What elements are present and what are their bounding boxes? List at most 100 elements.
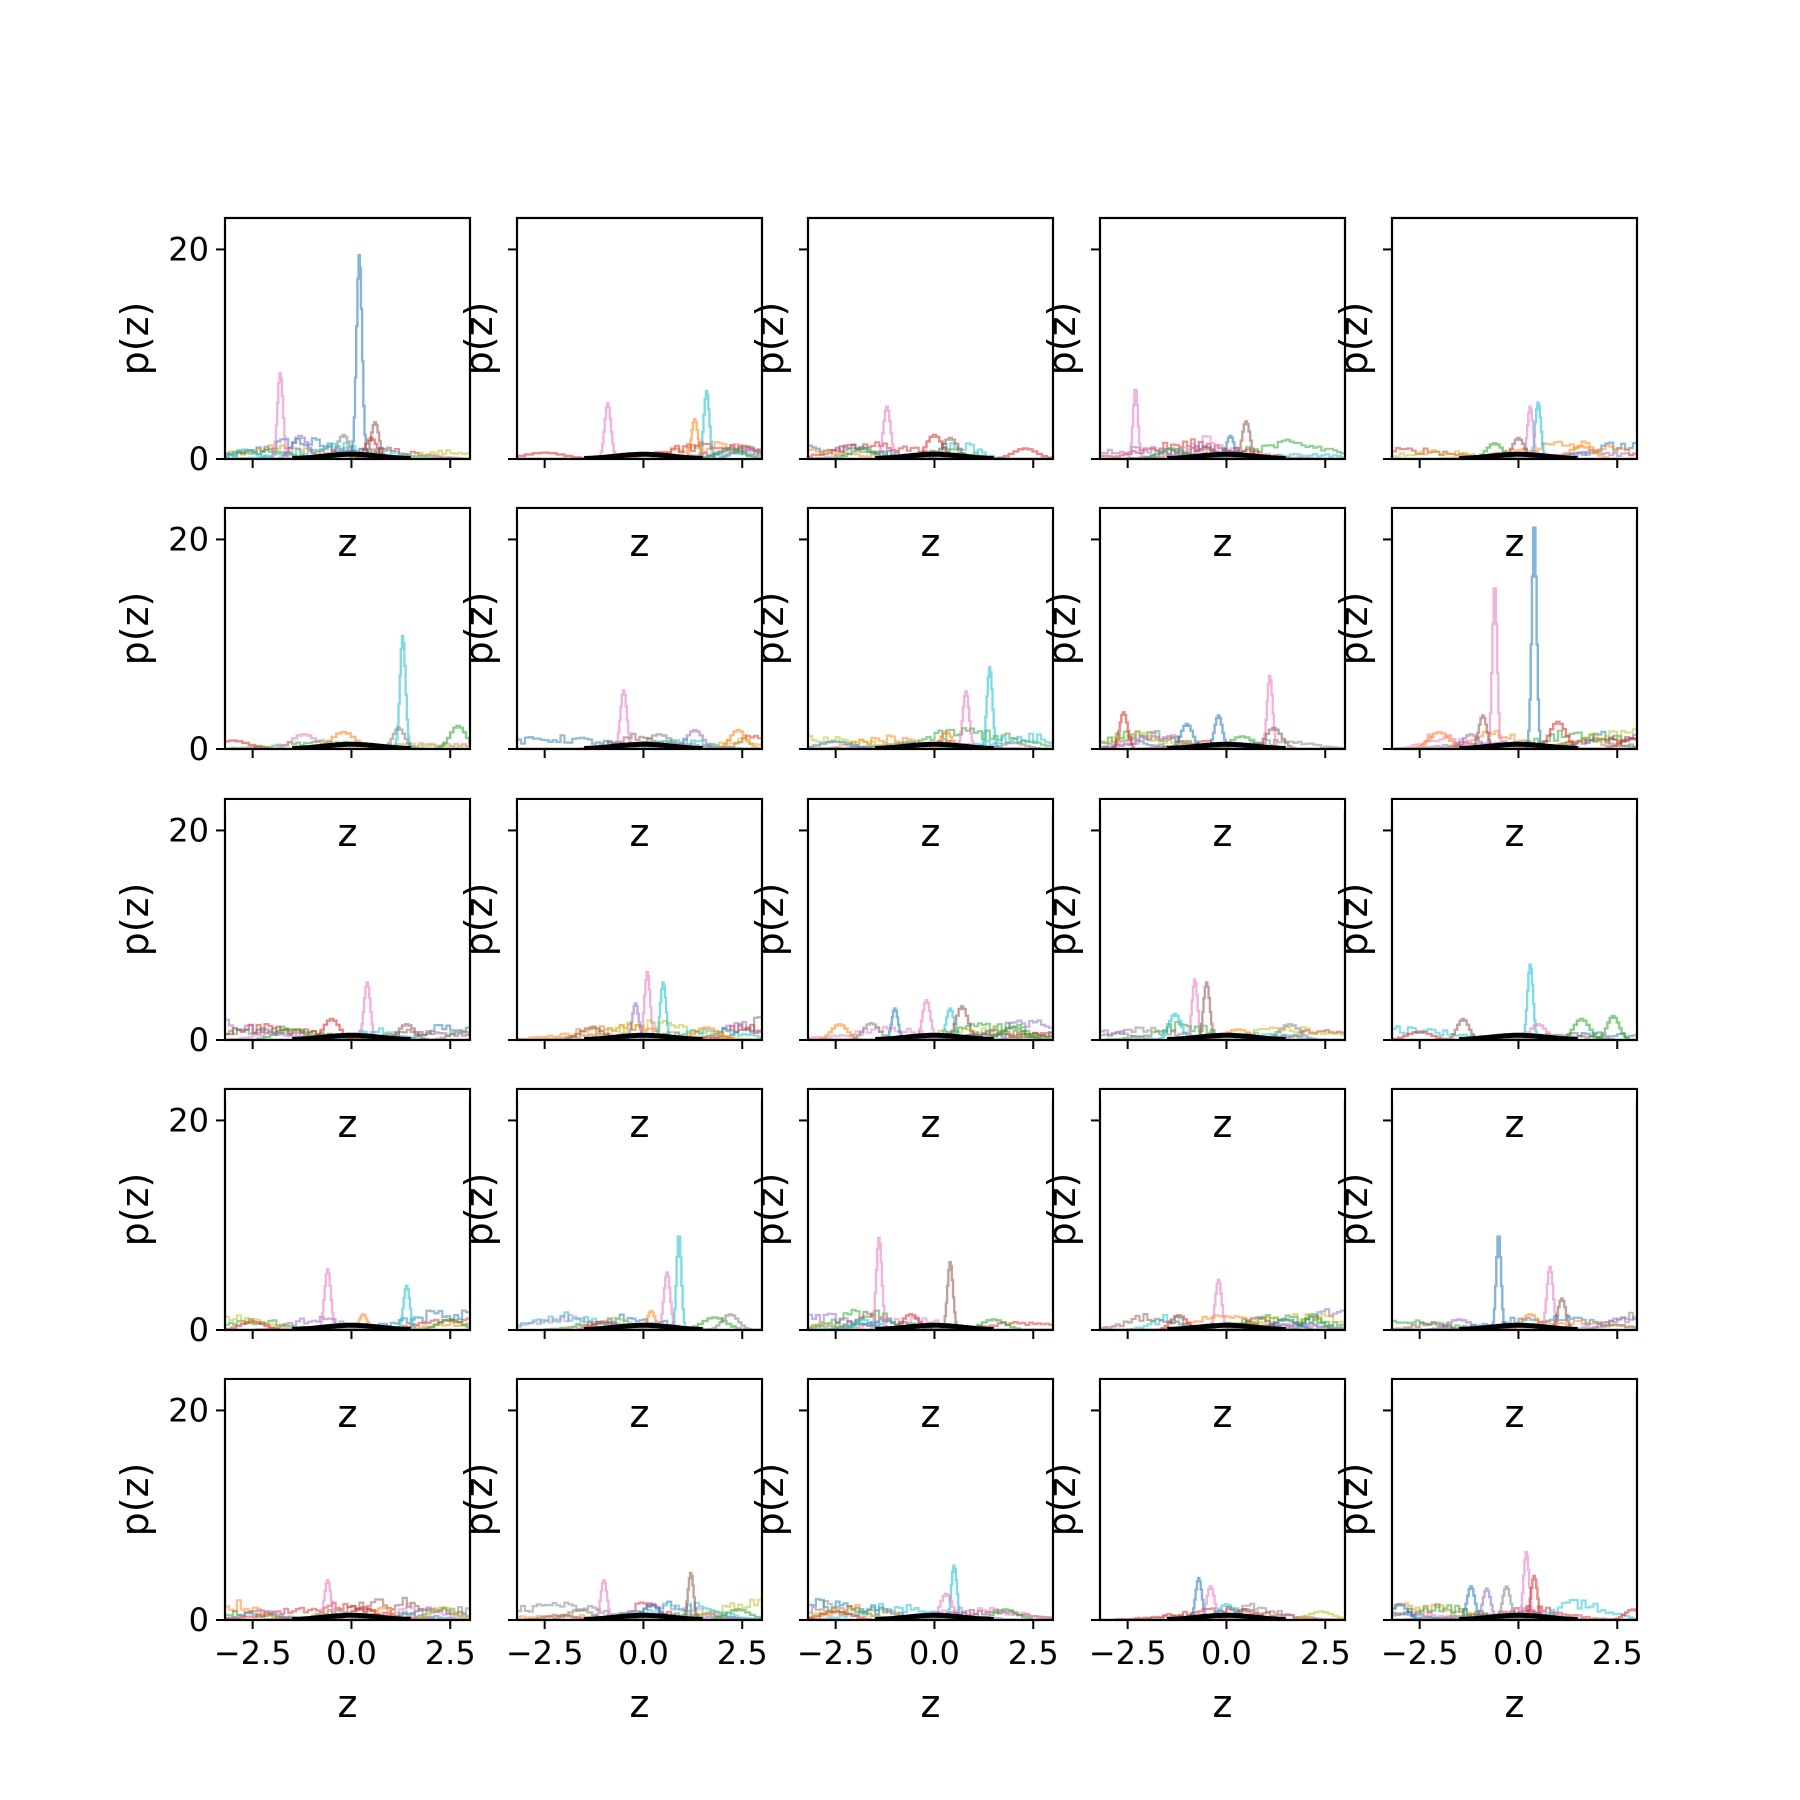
y-axis-label: p(z) [1332,302,1376,376]
y-axis-label: p(z) [1332,1173,1376,1247]
x-tick-label: 2.5 [1008,1634,1059,1672]
histograms [808,405,1053,459]
peak-histogram-4 [1226,1318,1345,1330]
x-axis-label: z [1213,1682,1233,1726]
reference-density [584,1032,703,1040]
peak-histogram-4 [808,740,915,749]
histograms [517,689,762,749]
noise-histogram-series-2 [225,444,470,459]
histograms [808,1564,1053,1620]
axes-frame [806,1087,1055,1332]
histograms [225,254,470,459]
y-axis-label: p(z) [457,302,501,376]
x-tick-label: −2.5 [214,1634,292,1672]
y-axis-label: p(z) [1040,1173,1084,1247]
axes-frame [223,216,472,461]
x-axis-label: z [630,1682,650,1726]
peak-histogram-6 [1183,735,1302,749]
peak-histogram-6 [671,447,762,459]
histograms [1100,1576,1345,1620]
x-tick-label: 0.0 [1201,1634,1252,1672]
y-tick-label: 0 [189,730,209,768]
subplot-r3-c5: z p(z) [1332,797,1639,1146]
peak-histogram-5 [244,733,364,749]
reference-density [875,451,994,459]
x-axis-label: z [921,521,941,565]
x-axis-label: z [1213,811,1233,855]
subplot-r3-c1: 0 20 z p(z) [113,797,472,1146]
axes-frame [1098,506,1347,751]
y-axis-label: p(z) [113,883,157,957]
y-tick-label: 0 [189,1601,209,1639]
reference-density [1459,451,1578,459]
subplot-r2-c2: z p(z) [457,506,764,855]
y-axis-label: p(z) [1332,592,1376,666]
reference-density [292,741,411,749]
peak-histogram-5 [225,448,304,459]
peak-histogram-1 [1256,674,1285,749]
peak-histogram-5 [647,1026,762,1040]
axes-frame [515,1377,764,1622]
noise-histogram-series-8 [1392,1311,1637,1330]
x-axis-label: z [1505,1102,1525,1146]
peak-histogram-4 [679,1608,762,1620]
noise-histogram-series-2 [808,734,1053,749]
x-axis-label: z [338,521,358,565]
histograms [1392,1235,1637,1330]
subplot-r2-c1: 0 20 z p(z) [113,506,472,855]
axes-frame [1098,216,1347,461]
peak-histogram-5 [934,1318,1053,1330]
reference-density [1459,741,1578,749]
peak-histogram-5 [808,447,923,459]
y-axis-label: p(z) [1040,883,1084,957]
x-axis-label: z [630,1392,650,1436]
peak-histogram-4 [1111,447,1231,459]
y-axis-label: p(z) [113,302,157,376]
subplot-r4-c5: z p(z) [1332,1087,1639,1436]
x-axis-label: z [921,811,941,855]
y-tick-label: 20 [168,1101,209,1139]
y-tick-label: 0 [189,1021,209,1059]
peak-histogram-1 [667,1235,691,1330]
overlap-mask [226,1090,469,1101]
histograms [225,981,470,1040]
reference-density [1459,1612,1578,1620]
noise-histogram-series-10 [808,1602,1053,1620]
axes-frame [1390,1087,1639,1332]
y-tick-label: 20 [168,1391,209,1429]
x-tick-label: 2.5 [425,1634,476,1672]
subplot-r5-c2: −2.5 0.0 2.5 z p(z) [457,1377,768,1726]
peak-histogram-7 [1431,733,1511,749]
axes-frame [515,797,764,1042]
subplot-r5-c5: −2.5 0.0 2.5 z p(z) [1332,1377,1643,1726]
axes-frame [806,216,1055,461]
reference-density [584,741,703,749]
x-tick-label: 2.5 [1592,1634,1643,1672]
histograms [808,666,1053,749]
axes-frame [806,797,1055,1042]
x-axis-label: z [338,811,358,855]
x-axis-label: z [630,1102,650,1146]
peak-histogram-5 [343,1606,423,1620]
x-axis-label: z [338,1392,358,1436]
y-tick-label: 20 [168,230,209,268]
noise-histogram-series-5 [1100,1029,1345,1040]
subplot-r1-c2: z p(z) [457,216,764,565]
subplot-r1-c5: z p(z) [1332,216,1639,565]
x-axis-label: z [338,1102,358,1146]
peak-histogram-4 [1186,1608,1306,1620]
axes-frame [1098,797,1347,1042]
subplot-r1-c3: z p(z) [748,216,1055,565]
reference-density [1167,1612,1286,1620]
y-axis-label: p(z) [1040,1463,1084,1537]
y-tick-label: 20 [168,520,209,558]
x-axis-label: z [921,1102,941,1146]
overlap-mask [226,800,469,811]
x-axis-label: z [921,1392,941,1436]
x-tick-label: 2.5 [1300,1634,1351,1672]
reference-density [875,1612,994,1620]
peak-histogram-5 [1399,1318,1519,1330]
x-tick-label: −2.5 [506,1634,584,1672]
peak-histogram-5 [1179,1028,1298,1040]
